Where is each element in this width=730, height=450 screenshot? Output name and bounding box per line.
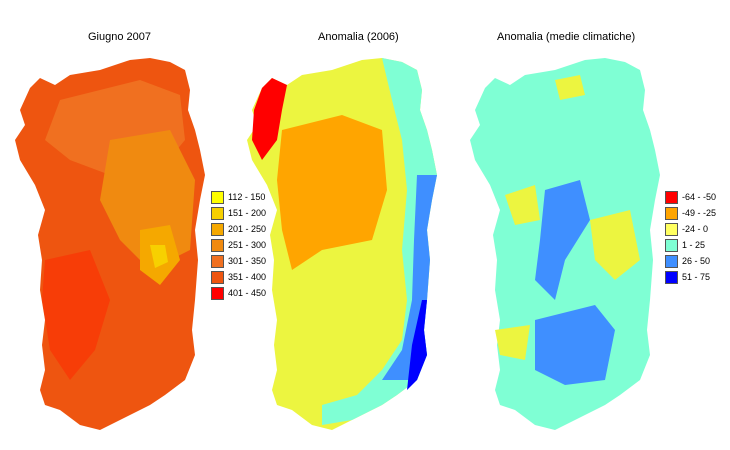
legend-swatch [211, 238, 224, 252]
legend-label: 112 - 150 [228, 192, 266, 202]
legend-item: 251 - 300 [211, 237, 266, 253]
legend-giugno-2007: 112 - 150 151 - 200 201 - 250 251 - 300 … [211, 189, 266, 301]
legend-item: -49 - -25 [665, 205, 716, 221]
legend-anomalia: -64 - -50 -49 - -25 -24 - 0 1 - 25 26 - … [665, 189, 716, 285]
legend-swatch [211, 254, 224, 268]
legend-label: -24 - 0 [682, 224, 709, 234]
legend-swatch [211, 286, 224, 300]
legend-label: 201 - 250 [228, 224, 267, 234]
zone-26-50-central [535, 180, 590, 300]
legend-swatch [665, 238, 678, 252]
legend-swatch [665, 254, 678, 268]
legend-swatch [665, 206, 678, 220]
zone-26-50-south [535, 305, 615, 385]
legend-swatch [665, 222, 678, 236]
panel-title-anomalia-climatiche: Anomalia (medie climatiche) [497, 31, 636, 43]
map-anomalia-climatiche [470, 58, 660, 430]
legend-item: 201 - 250 [211, 221, 266, 237]
legend-label: 251 - 300 [228, 240, 267, 250]
legend-label: 51 - 75 [682, 272, 711, 282]
legend-item: -24 - 0 [665, 221, 716, 237]
legend-item: 112 - 150 [211, 189, 266, 205]
legend-label: 1 - 25 [682, 240, 706, 250]
map-giugno-2007 [15, 58, 205, 430]
legend-item: 51 - 75 [665, 269, 716, 285]
zone-151-200-peak [150, 245, 168, 268]
legend-swatch [211, 270, 224, 284]
legend-label: 151 - 200 [228, 208, 267, 218]
zone-minus24-0-b [590, 210, 640, 280]
legend-swatch [211, 222, 224, 236]
zone-minus24-0-a [505, 185, 540, 225]
legend-item: 26 - 50 [665, 253, 716, 269]
legend-swatch [665, 190, 678, 204]
legend-item: 151 - 200 [211, 205, 266, 221]
map-anomalia-2006 [247, 58, 437, 430]
panel-title-anomalia-2006: Anomalia (2006) [318, 31, 399, 43]
legend-swatch [665, 270, 678, 284]
legend-label: 26 - 50 [682, 256, 711, 266]
legend-label: -49 - -25 [682, 208, 717, 218]
legend-item: -64 - -50 [665, 189, 716, 205]
zone-minus49-minus25 [277, 115, 387, 270]
zone-minus64-minus50 [252, 78, 287, 160]
legend-label: 401 - 450 [228, 288, 267, 298]
zone-401-450-southwest [42, 250, 110, 380]
legend-swatch [211, 190, 224, 204]
zone-minus24-0-c [555, 75, 585, 100]
legend-label: 351 - 400 [228, 272, 267, 282]
legend-item: 301 - 350 [211, 253, 266, 269]
legend-swatch [211, 206, 224, 220]
legend-item: 401 - 450 [211, 285, 266, 301]
zone-51-75-southeast [407, 300, 427, 390]
legend-label: -64 - -50 [682, 192, 717, 202]
legend-label: 301 - 350 [228, 256, 267, 266]
legend-item: 1 - 25 [665, 237, 716, 253]
panel-title-giugno: Giugno 2007 [88, 31, 151, 43]
zone-minus24-0-d [495, 325, 530, 360]
legend-item: 351 - 400 [211, 269, 266, 285]
